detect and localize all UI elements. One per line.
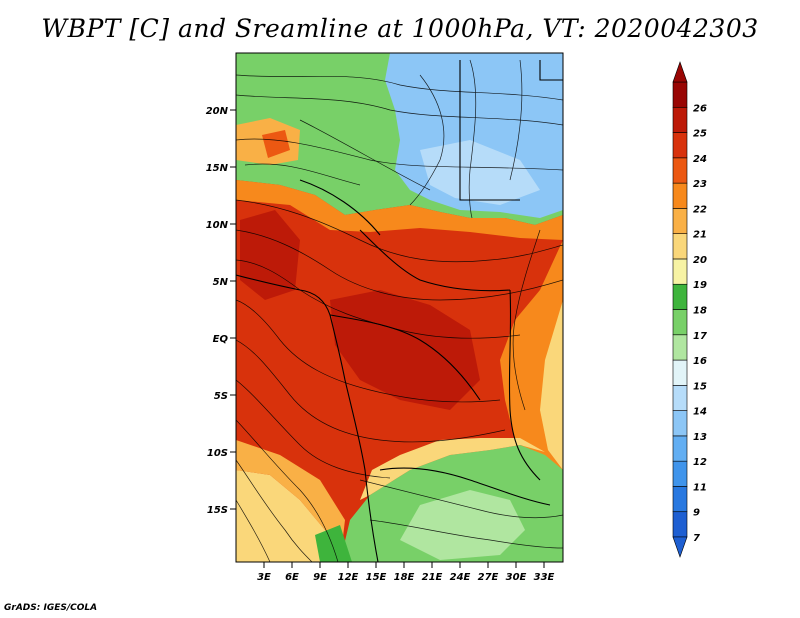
colorbar-segment <box>672 435 688 462</box>
colorbar-label: 22 <box>693 204 707 215</box>
colorbar-segment <box>672 182 688 209</box>
lat-label: 20N <box>206 106 229 117</box>
lon-label: 9E <box>313 572 327 583</box>
lon-label: 15E <box>366 572 387 583</box>
colorbar-segment <box>672 309 688 336</box>
colorbar-segment <box>672 208 688 234</box>
colorbar-label: 17 <box>693 331 707 342</box>
colorbar-segment <box>672 81 688 108</box>
colorbar-segment <box>672 511 688 538</box>
colorbar-label: 21 <box>693 230 707 241</box>
southwest-yellow-region <box>236 470 340 562</box>
south-lightgreen-patch <box>400 490 525 560</box>
colorbar-label: 18 <box>693 306 707 317</box>
colorbar-min-arrow <box>672 536 688 558</box>
map-frame <box>235 52 564 563</box>
east-yellow-patch <box>540 300 563 470</box>
latitude-axis: 20N 15N 10N 5N EQ 5S 10S 15S <box>206 106 236 516</box>
lon-label: 18E <box>394 572 415 583</box>
colorbar-label: 15 <box>693 381 707 392</box>
streamlines <box>236 59 563 562</box>
colorbar-segment <box>672 460 688 487</box>
colorbar-segment <box>672 410 688 437</box>
colorbar-segment <box>672 486 688 513</box>
colorbar-label: 23 <box>693 179 707 190</box>
southwest-green-tip <box>315 525 352 562</box>
lon-label: 12E <box>338 572 359 583</box>
colorbar-segment <box>672 106 688 133</box>
colorbar-label: 25 <box>693 129 707 140</box>
northeast-lightblue-patch <box>420 140 540 205</box>
lon-label: 24E <box>450 572 471 583</box>
colorbar-label: 7 <box>693 533 700 544</box>
colorbar-segment <box>672 359 688 386</box>
colorbar-max-arrow <box>672 61 688 83</box>
central-core-region <box>330 290 480 410</box>
lat-label: EQ <box>213 334 229 345</box>
colorbar-label: 12 <box>693 457 707 468</box>
northwest-hot-spot <box>262 130 290 158</box>
lon-label: 3E <box>257 572 271 583</box>
lat-label: 10N <box>206 220 229 231</box>
grads-credit: GrADS: IGES/COLA <box>4 603 98 613</box>
colorbar-segment <box>672 132 688 159</box>
lon-label: 30E <box>506 572 527 583</box>
atlantic-core-region <box>240 210 300 300</box>
coastlines-borders <box>236 60 563 562</box>
colorbar-segment <box>672 157 688 184</box>
lon-label: 6E <box>285 572 299 583</box>
colorbar-label: 19 <box>693 280 707 291</box>
lat-label: 15S <box>207 505 228 516</box>
colorbar-label: 20 <box>693 255 707 266</box>
south-yellow-band <box>360 438 545 500</box>
page-title: WBPT [C] and Sreamline at 1000hPa, VT: 2… <box>41 14 759 43</box>
colorbar-segment <box>672 233 688 260</box>
colorbar-segment <box>672 258 688 285</box>
sahel-orange-band <box>236 180 563 240</box>
lon-label: 21E <box>422 572 443 583</box>
lat-label: 5N <box>213 277 229 288</box>
colorbar-label: 11 <box>693 482 707 493</box>
colorbar-label: 24 <box>693 154 707 165</box>
lon-label: 33E <box>534 572 555 583</box>
lon-label: 27E <box>478 572 499 583</box>
colorbar-segment <box>672 334 688 361</box>
lat-label: 10S <box>207 448 228 459</box>
longitude-axis: 3E 6E 9E 12E 15E 18E 21E 24E 27E 30E 33E <box>257 562 555 583</box>
colorbar-label: 9 <box>693 508 700 519</box>
wbpt-field <box>236 53 563 562</box>
lat-label: 5S <box>214 391 228 402</box>
colorbar-label: 13 <box>693 432 707 443</box>
lat-label: 15N <box>206 163 229 174</box>
colorbar: 7 9 11 12 13 14 15 16 17 18 19 20 21 22 23 24 25 26 <box>672 61 707 558</box>
colorbar-label: 14 <box>693 407 707 418</box>
colorbar-segment <box>672 385 688 411</box>
colorbar-label: 16 <box>693 356 707 367</box>
colorbar-segment <box>672 283 688 310</box>
southwest-orange-band <box>236 440 345 562</box>
colorbar-label: 26 <box>693 103 707 114</box>
